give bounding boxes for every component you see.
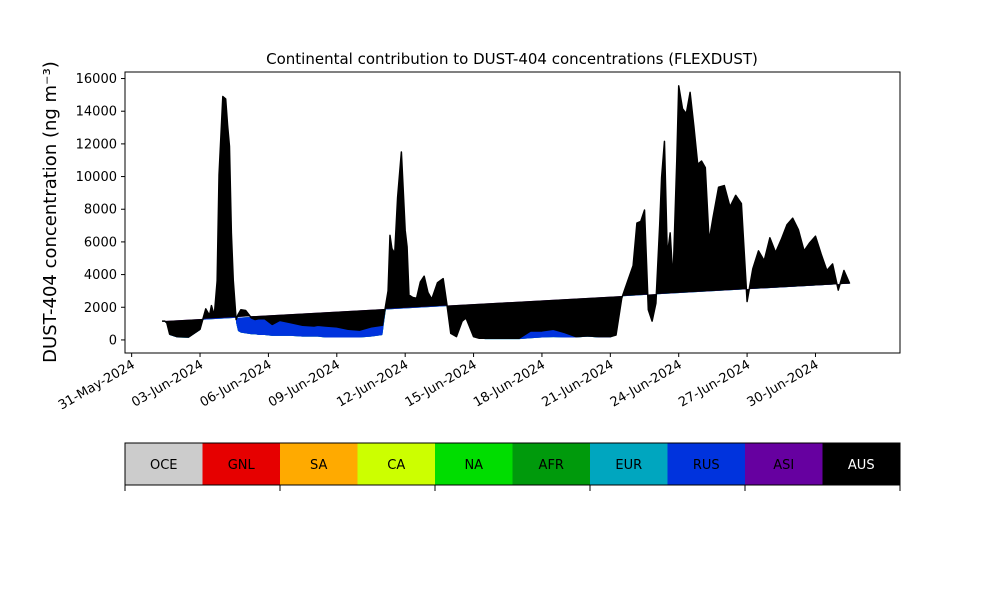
chart-title: Continental contribution to DUST-404 con… <box>266 50 758 68</box>
legend-label-asi: ASI <box>773 458 794 473</box>
legend-label-na: NA <box>464 458 483 473</box>
y-axis: 0 2000 4000 6000 8000 10000 12000 14000 16000 <box>76 72 125 348</box>
legend-label-gnl: GNL <box>228 458 256 473</box>
x-axis: 31-May-202403-Jun-202406-Jun-202409-Jun-… <box>56 353 822 413</box>
legend-swatch-afr <box>512 443 591 485</box>
legend-label-afr: AFR <box>539 458 564 473</box>
legend-swatch-asi <box>745 443 823 485</box>
y-tick-label: 16000 <box>76 72 117 87</box>
legend-label-aus: AUS <box>848 458 875 473</box>
x-tick-label: 30-Jun-2024 <box>745 357 822 410</box>
y-tick-label: 14000 <box>76 105 117 120</box>
y-tick-label: 0 <box>109 333 117 348</box>
legend-frame <box>124 442 901 486</box>
legend: OCE GNL SA CA NA AFR EUR RUS ASI AUS <box>124 442 901 491</box>
legend-swatch-aus <box>822 443 901 485</box>
x-tick-label: 06-Jun-2024 <box>198 357 275 410</box>
legend-swatch-ca <box>357 443 436 485</box>
legend-label-oce: OCE <box>150 458 178 473</box>
legend-label-eur: EUR <box>615 458 642 473</box>
legend-swatch-gnl <box>202 443 281 485</box>
x-tick-label: 18-Jun-2024 <box>471 357 548 410</box>
x-tick-label: 15-Jun-2024 <box>403 357 480 410</box>
legend-swatch-sa <box>280 443 358 485</box>
x-tick-label: 12-Jun-2024 <box>334 357 411 410</box>
legend-swatch-eur <box>590 443 668 485</box>
y-tick-label: 8000 <box>84 203 117 218</box>
y-tick-label: 12000 <box>76 137 117 152</box>
x-tick-label: 09-Jun-2024 <box>266 357 343 410</box>
y-axis-label: DUST-404 concentration (ng m⁻³) <box>40 61 61 363</box>
legend-swatch-rus <box>667 443 746 485</box>
legend-swatch-oce <box>125 443 203 485</box>
x-tick-label: 21-Jun-2024 <box>540 357 617 410</box>
legend-label-rus: RUS <box>693 458 720 473</box>
x-tick-label: 27-Jun-2024 <box>676 357 753 410</box>
total-concentration-line <box>162 85 851 340</box>
y-tick-label: 4000 <box>84 268 117 283</box>
y-tick-label: 10000 <box>76 170 117 185</box>
legend-label-sa: SA <box>310 458 327 473</box>
y-tick-label: 2000 <box>84 301 117 316</box>
x-tick-label: 03-Jun-2024 <box>129 357 206 410</box>
legend-label-ca: CA <box>387 458 405 473</box>
legend-swatch-na <box>435 443 513 485</box>
x-tick-label: 31-May-2024 <box>56 357 138 413</box>
x-tick-label: 24-Jun-2024 <box>608 357 685 410</box>
plot-frame <box>124 71 901 354</box>
y-tick-label: 6000 <box>84 235 117 250</box>
